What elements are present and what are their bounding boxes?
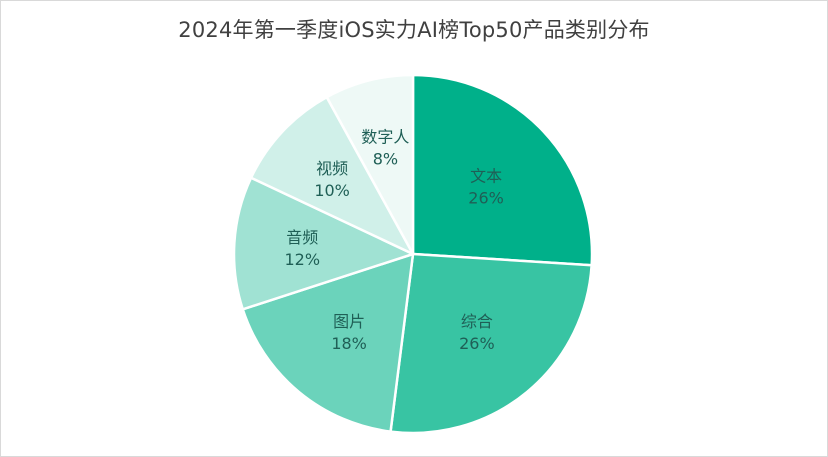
chart-title: 2024年第一季度iOS实力AI榜Top50产品类别分布 <box>178 18 650 42</box>
pie-slice-5[interactable] <box>325 73 415 256</box>
slice-label-category: 综合 <box>461 312 493 331</box>
slice-label-percent: 8% <box>373 150 398 169</box>
slice-label-percent: 26% <box>468 188 504 207</box>
pie-slice-1[interactable] <box>389 252 593 435</box>
slice-label-category: 视频 <box>316 159 348 178</box>
pie-slice-3[interactable] <box>232 176 415 311</box>
slice-label-category: 数字人 <box>361 128 409 147</box>
slice-label-category: 文本 <box>470 166 502 185</box>
slice-label-category: 音频 <box>286 228 318 247</box>
pie-slice-4[interactable] <box>249 95 415 256</box>
pie-slice-0[interactable] <box>411 73 594 267</box>
slice-label-percent: 10% <box>314 181 350 200</box>
pie-slice-2[interactable] <box>241 252 415 433</box>
slice-label-percent: 26% <box>459 334 495 353</box>
slice-label-percent: 18% <box>331 334 367 353</box>
slice-label-category: 图片 <box>333 312 365 331</box>
slice-label-percent: 12% <box>284 250 320 269</box>
